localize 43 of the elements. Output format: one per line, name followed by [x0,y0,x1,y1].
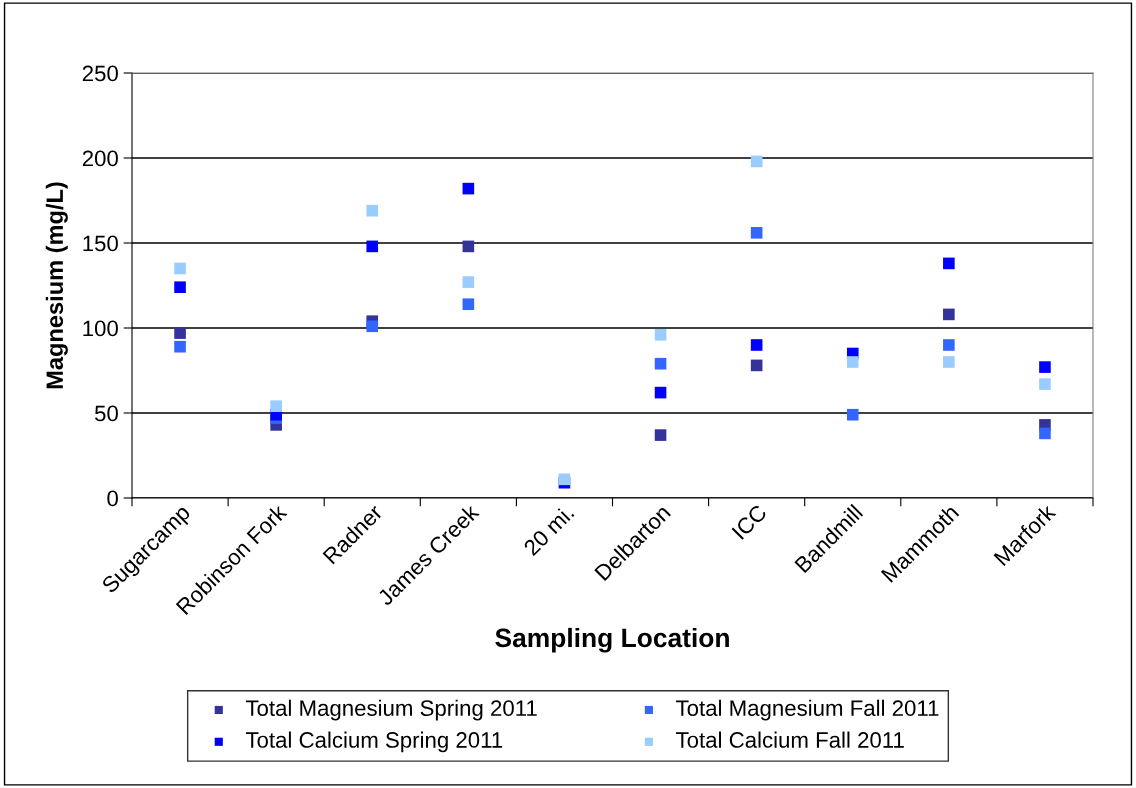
point [750,155,763,168]
point [654,328,667,341]
y-tick-label: 50 [94,405,118,422]
point [1039,378,1051,390]
point [846,408,859,421]
point [174,281,186,294]
point [943,339,955,351]
point [750,226,763,239]
point [1039,361,1051,373]
point [654,386,667,399]
y-tick-label: 150 [83,235,118,252]
point [462,276,475,288]
y-tick-label: 250 [82,65,118,82]
x-axis-title: Sampling Location [495,627,729,653]
x-tick-label: 20 mi. [522,504,575,557]
point [174,262,186,275]
y-tick-label: 200 [82,150,118,167]
point [654,429,667,441]
legend-label: Total Calcium Spring 2011 [245,731,503,753]
point [462,240,475,253]
point [366,204,379,217]
point [846,356,859,368]
point [366,320,379,333]
point [366,240,379,253]
point [462,298,475,311]
point [943,308,955,321]
legend-label: Total Calcium Fall 2011 [676,731,904,748]
y-tick-label: 100 [83,320,118,337]
point [1039,427,1051,440]
point [174,340,186,353]
legend-label: Total Magnesium Fall 2011 [676,699,939,721]
point [750,359,763,372]
point [270,400,282,413]
point [943,356,955,368]
x-tick-label: ICC [731,503,768,540]
point [654,357,667,370]
point [462,182,475,195]
point [174,327,186,339]
y-tick-label: 0 [107,490,118,507]
y-axis-title: Magnesium (mg/L) [45,182,68,389]
point [943,257,955,270]
legend-label: Total Magnesium Spring 2011 [245,699,537,721]
point [750,339,763,351]
